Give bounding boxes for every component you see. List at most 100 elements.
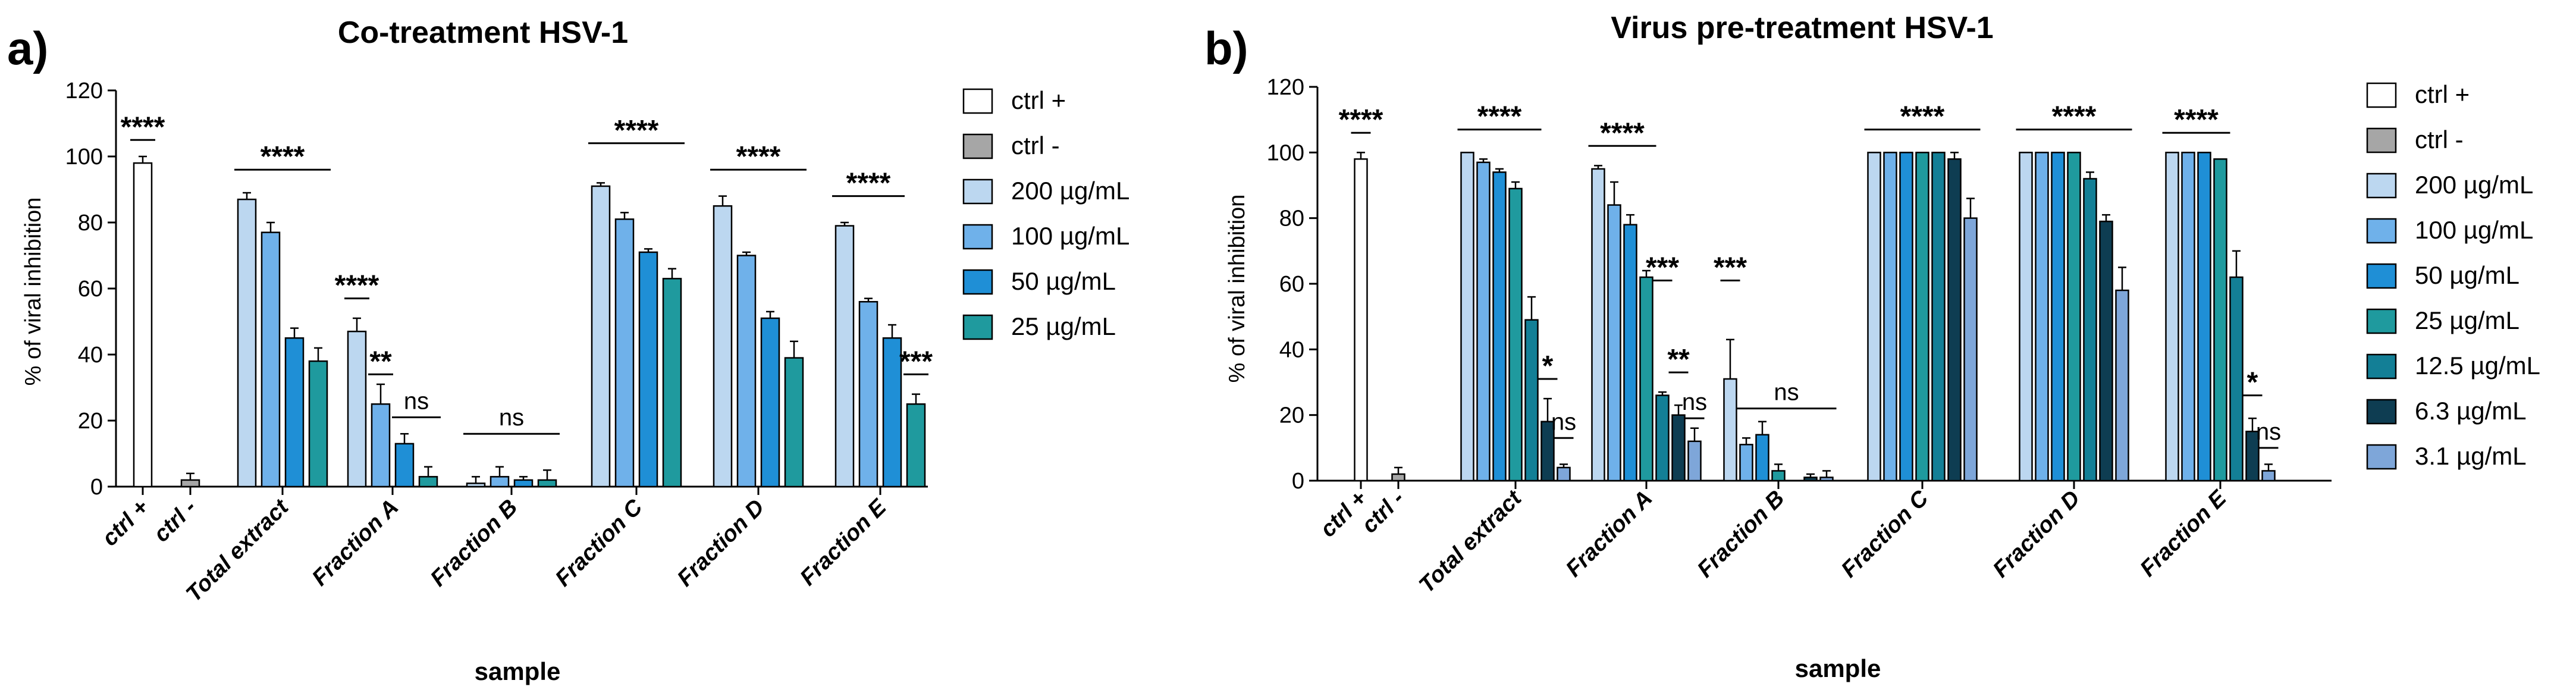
panel-b-bar	[2229, 276, 2244, 482]
panel-b-bar	[2261, 470, 2276, 482]
panel-b-bar	[1883, 152, 1897, 482]
panel-a-category-label: Fraction C	[551, 494, 648, 591]
panel-b-bar	[1947, 158, 1962, 482]
panel-b-legend-label: 50 µg/mL	[2415, 261, 2519, 289]
panel-a-ylabel: % of viral inhibition	[21, 198, 46, 386]
panel-b-bar	[1803, 477, 1818, 482]
panel-a-significance-label: ns	[404, 388, 429, 414]
panel-a-legend-label: ctrl -	[1011, 131, 1060, 159]
panel-b-significance-label: ****	[1600, 117, 1645, 149]
panel-b-bar	[1755, 434, 1769, 482]
panel-a-title: Co-treatment HSV-1	[338, 15, 628, 50]
panel-b-bar	[1739, 444, 1753, 482]
panel-a-bar	[490, 476, 510, 488]
panel-b-bar	[1723, 378, 1737, 482]
panel-a-bar	[418, 476, 438, 488]
panel-a-significance-label: ****	[335, 270, 379, 302]
panel-a-category-label: Fraction E	[795, 494, 892, 590]
panel-b-bar	[1391, 473, 1405, 482]
panel-a-bar	[713, 205, 733, 488]
panel-a-significance-label: ****	[614, 115, 659, 146]
panel-b-bar	[1963, 217, 1978, 482]
panel-b-legend-label: 100 µg/mL	[2415, 216, 2533, 244]
panel-b-significance-label: ns	[1682, 389, 1707, 415]
panel-a-bar	[638, 251, 658, 488]
panel-b-category-label: Fraction C	[1837, 485, 1934, 582]
panel-a-bar	[371, 403, 391, 488]
panel-b-legend-swatch	[2366, 444, 2397, 470]
panel-a-ytick-label: 80	[78, 211, 103, 236]
panel-b-bar	[2099, 220, 2113, 482]
panel-a-category-label: ctrl -	[149, 495, 201, 547]
panel-b-significance-label: **	[1667, 344, 1690, 375]
panel-a-legend-label: 25 µg/mL	[1011, 312, 1116, 340]
panel-a-legend-label: 50 µg/mL	[1011, 267, 1116, 295]
panel-a-ytick-label: 120	[65, 79, 103, 104]
panel-a-legend-label: ctrl +	[1011, 86, 1066, 114]
panel-b-title: Virus pre-treatment HSV-1	[1611, 11, 1993, 45]
panel-b-category-label: Fraction B	[1693, 486, 1790, 583]
panel-b-significance-label: ****	[2174, 104, 2219, 136]
panel-b-category-label: Total extract	[1414, 485, 1527, 598]
panel-b-legend-label: ctrl +	[2415, 80, 2470, 108]
panel-b-significance-label: ***	[1646, 252, 1679, 283]
panel-a-bar	[347, 330, 367, 488]
panel-b-significance-label: ***	[1714, 252, 1747, 283]
panel-a-significance-label: **	[369, 346, 392, 377]
panel-a-ytick-label: 60	[78, 277, 103, 302]
panel-a-significance-label: ****	[121, 111, 165, 143]
panel-a-bar	[466, 482, 486, 488]
panel-a-legend-label: 200 µg/mL	[1011, 177, 1129, 205]
panel-a-category-label: Fraction B	[426, 495, 523, 592]
panel-b-bar	[2035, 152, 2049, 482]
panel-b-ylabel: % of viral inhibition	[1225, 195, 1250, 383]
panel-a-ytick-label: 40	[78, 343, 103, 368]
panel-a-legend-swatch	[962, 269, 993, 295]
panel-b-bar	[2165, 152, 2179, 482]
panel-b-significance-label: ****	[1339, 104, 1383, 136]
panel-b-legend-swatch	[2366, 399, 2397, 425]
panel-b-bar	[2213, 158, 2227, 482]
panel-a-bar	[237, 198, 257, 488]
panel-a-bar	[513, 479, 534, 488]
panel-b-bar	[2197, 152, 2211, 482]
panel-b-legend-label: 200 µg/mL	[2415, 171, 2533, 199]
panel-b-ytick-label: 20	[1279, 403, 1304, 428]
panel-b-category-label: Fraction A	[1561, 486, 1658, 582]
panel-b-bar	[1623, 224, 1637, 482]
panel-b-category-label: ctrl -	[1357, 486, 1409, 538]
panel-a-bar	[882, 337, 902, 488]
panel-a-significance-label: ***	[899, 346, 933, 377]
panel-a-significance-label: ****	[846, 168, 891, 199]
panel-b-virus-pre-treatment: b) Virus pre-treatment HSV-1 % of viral …	[1204, 11, 2540, 682]
panel-a-bar	[591, 185, 611, 488]
panel-b-significance-label: *	[2247, 367, 2258, 399]
panel-b-bar	[1819, 477, 1834, 482]
panel-a-bar	[394, 443, 415, 488]
panel-a-bar	[662, 278, 682, 488]
panel-a-bar	[284, 337, 305, 488]
panel-a-legend-swatch	[962, 88, 993, 114]
panel-a-bar	[858, 300, 878, 488]
panel-b-ytick-label: 100	[1267, 140, 1304, 165]
panel-a-legend-swatch	[962, 178, 993, 205]
panel-a-ytick-label: 0	[90, 475, 103, 500]
panel-b-bar	[2083, 178, 2097, 482]
panel-a-bar	[834, 225, 855, 488]
panel-a-bar	[614, 218, 635, 488]
panel-b-bar	[1591, 168, 1605, 482]
panel-b-bar	[1492, 171, 1507, 482]
panel-b-bar	[1354, 158, 1368, 482]
panel-b-bar	[1899, 152, 1913, 482]
panel-a-bar	[180, 479, 200, 488]
panel-a-bar	[736, 255, 757, 488]
panel-b-significance-label: ****	[2052, 101, 2097, 133]
panel-b-significance-label: ns	[2256, 419, 2281, 445]
panel-b-significance-label: ns	[1774, 380, 1799, 406]
panel-b-significance-label: ****	[1900, 101, 1945, 133]
panel-b-bar	[1508, 187, 1523, 482]
panel-a-bar	[261, 231, 281, 488]
panel-a-bar	[760, 317, 780, 488]
panel-a-legend-label: 100 µg/mL	[1011, 222, 1129, 250]
panel-b-legend-label: 12.5 µg/mL	[2415, 352, 2540, 380]
